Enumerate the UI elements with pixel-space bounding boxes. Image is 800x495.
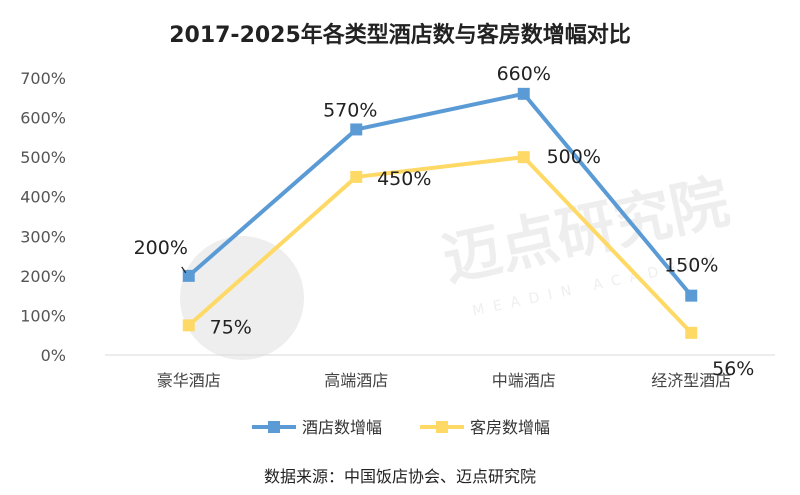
data-label: 500% bbox=[547, 146, 601, 168]
data-label: 660% bbox=[497, 63, 551, 85]
y-tick-label: 0% bbox=[41, 346, 66, 365]
series-line bbox=[186, 91, 694, 298]
legend-marker bbox=[268, 421, 280, 433]
y-tick-label: 700% bbox=[20, 69, 66, 88]
legend-marker bbox=[436, 421, 448, 433]
x-axis: 豪华酒店 高端酒店 中端酒店 经济型酒店 bbox=[157, 371, 732, 390]
data-point-marker bbox=[350, 170, 363, 183]
data-label: 56% bbox=[712, 358, 754, 380]
y-tick-label: 100% bbox=[20, 306, 66, 325]
data-label: 570% bbox=[323, 99, 377, 121]
x-tick-label: 经济型酒店 bbox=[651, 371, 731, 390]
data-labels: 200% 570% 660% 150% 75% 450% 500% 56% bbox=[134, 63, 755, 380]
series-line bbox=[186, 155, 694, 335]
legend-label: 客房数增幅 bbox=[470, 418, 550, 437]
watermark-logo-icon bbox=[180, 236, 304, 360]
legend-label: 酒店数增幅 bbox=[302, 418, 382, 437]
legend: 酒店数增幅 客房数增幅 bbox=[252, 418, 550, 437]
data-point-marker bbox=[182, 319, 195, 332]
data-point-marker bbox=[517, 151, 530, 164]
data-label: 150% bbox=[664, 255, 718, 277]
source-note: 数据来源：中国饭店协会、迈点研究院 bbox=[264, 467, 536, 486]
y-tick-label: 600% bbox=[20, 109, 66, 128]
data-label: 200% bbox=[134, 237, 188, 259]
data-point-marker bbox=[350, 123, 363, 136]
y-tick-label: 400% bbox=[20, 188, 66, 207]
watermark: 迈点研究院 MEADIN ACADEMY bbox=[180, 167, 735, 360]
x-tick-label: 中端酒店 bbox=[492, 371, 556, 390]
y-tick-label: 500% bbox=[20, 148, 66, 167]
x-tick-label: 豪华酒店 bbox=[157, 371, 221, 390]
x-tick-label: 高端酒店 bbox=[324, 371, 388, 390]
data-point-marker bbox=[685, 326, 698, 339]
data-label: 75% bbox=[210, 316, 252, 338]
data-label-leader-line bbox=[181, 266, 187, 274]
chart-title: 2017-2025年各类型酒店数与客房数增幅对比 bbox=[169, 22, 631, 48]
series-lines bbox=[186, 91, 694, 335]
y-tick-label: 300% bbox=[20, 227, 66, 246]
series-markers bbox=[182, 87, 698, 339]
data-point-marker bbox=[517, 87, 530, 100]
y-tick-label: 200% bbox=[20, 267, 66, 286]
data-point-marker bbox=[685, 289, 698, 302]
data-label: 450% bbox=[377, 168, 431, 190]
y-axis: 0% 100% 200% 300% 400% 500% 600% 700% bbox=[20, 69, 66, 365]
